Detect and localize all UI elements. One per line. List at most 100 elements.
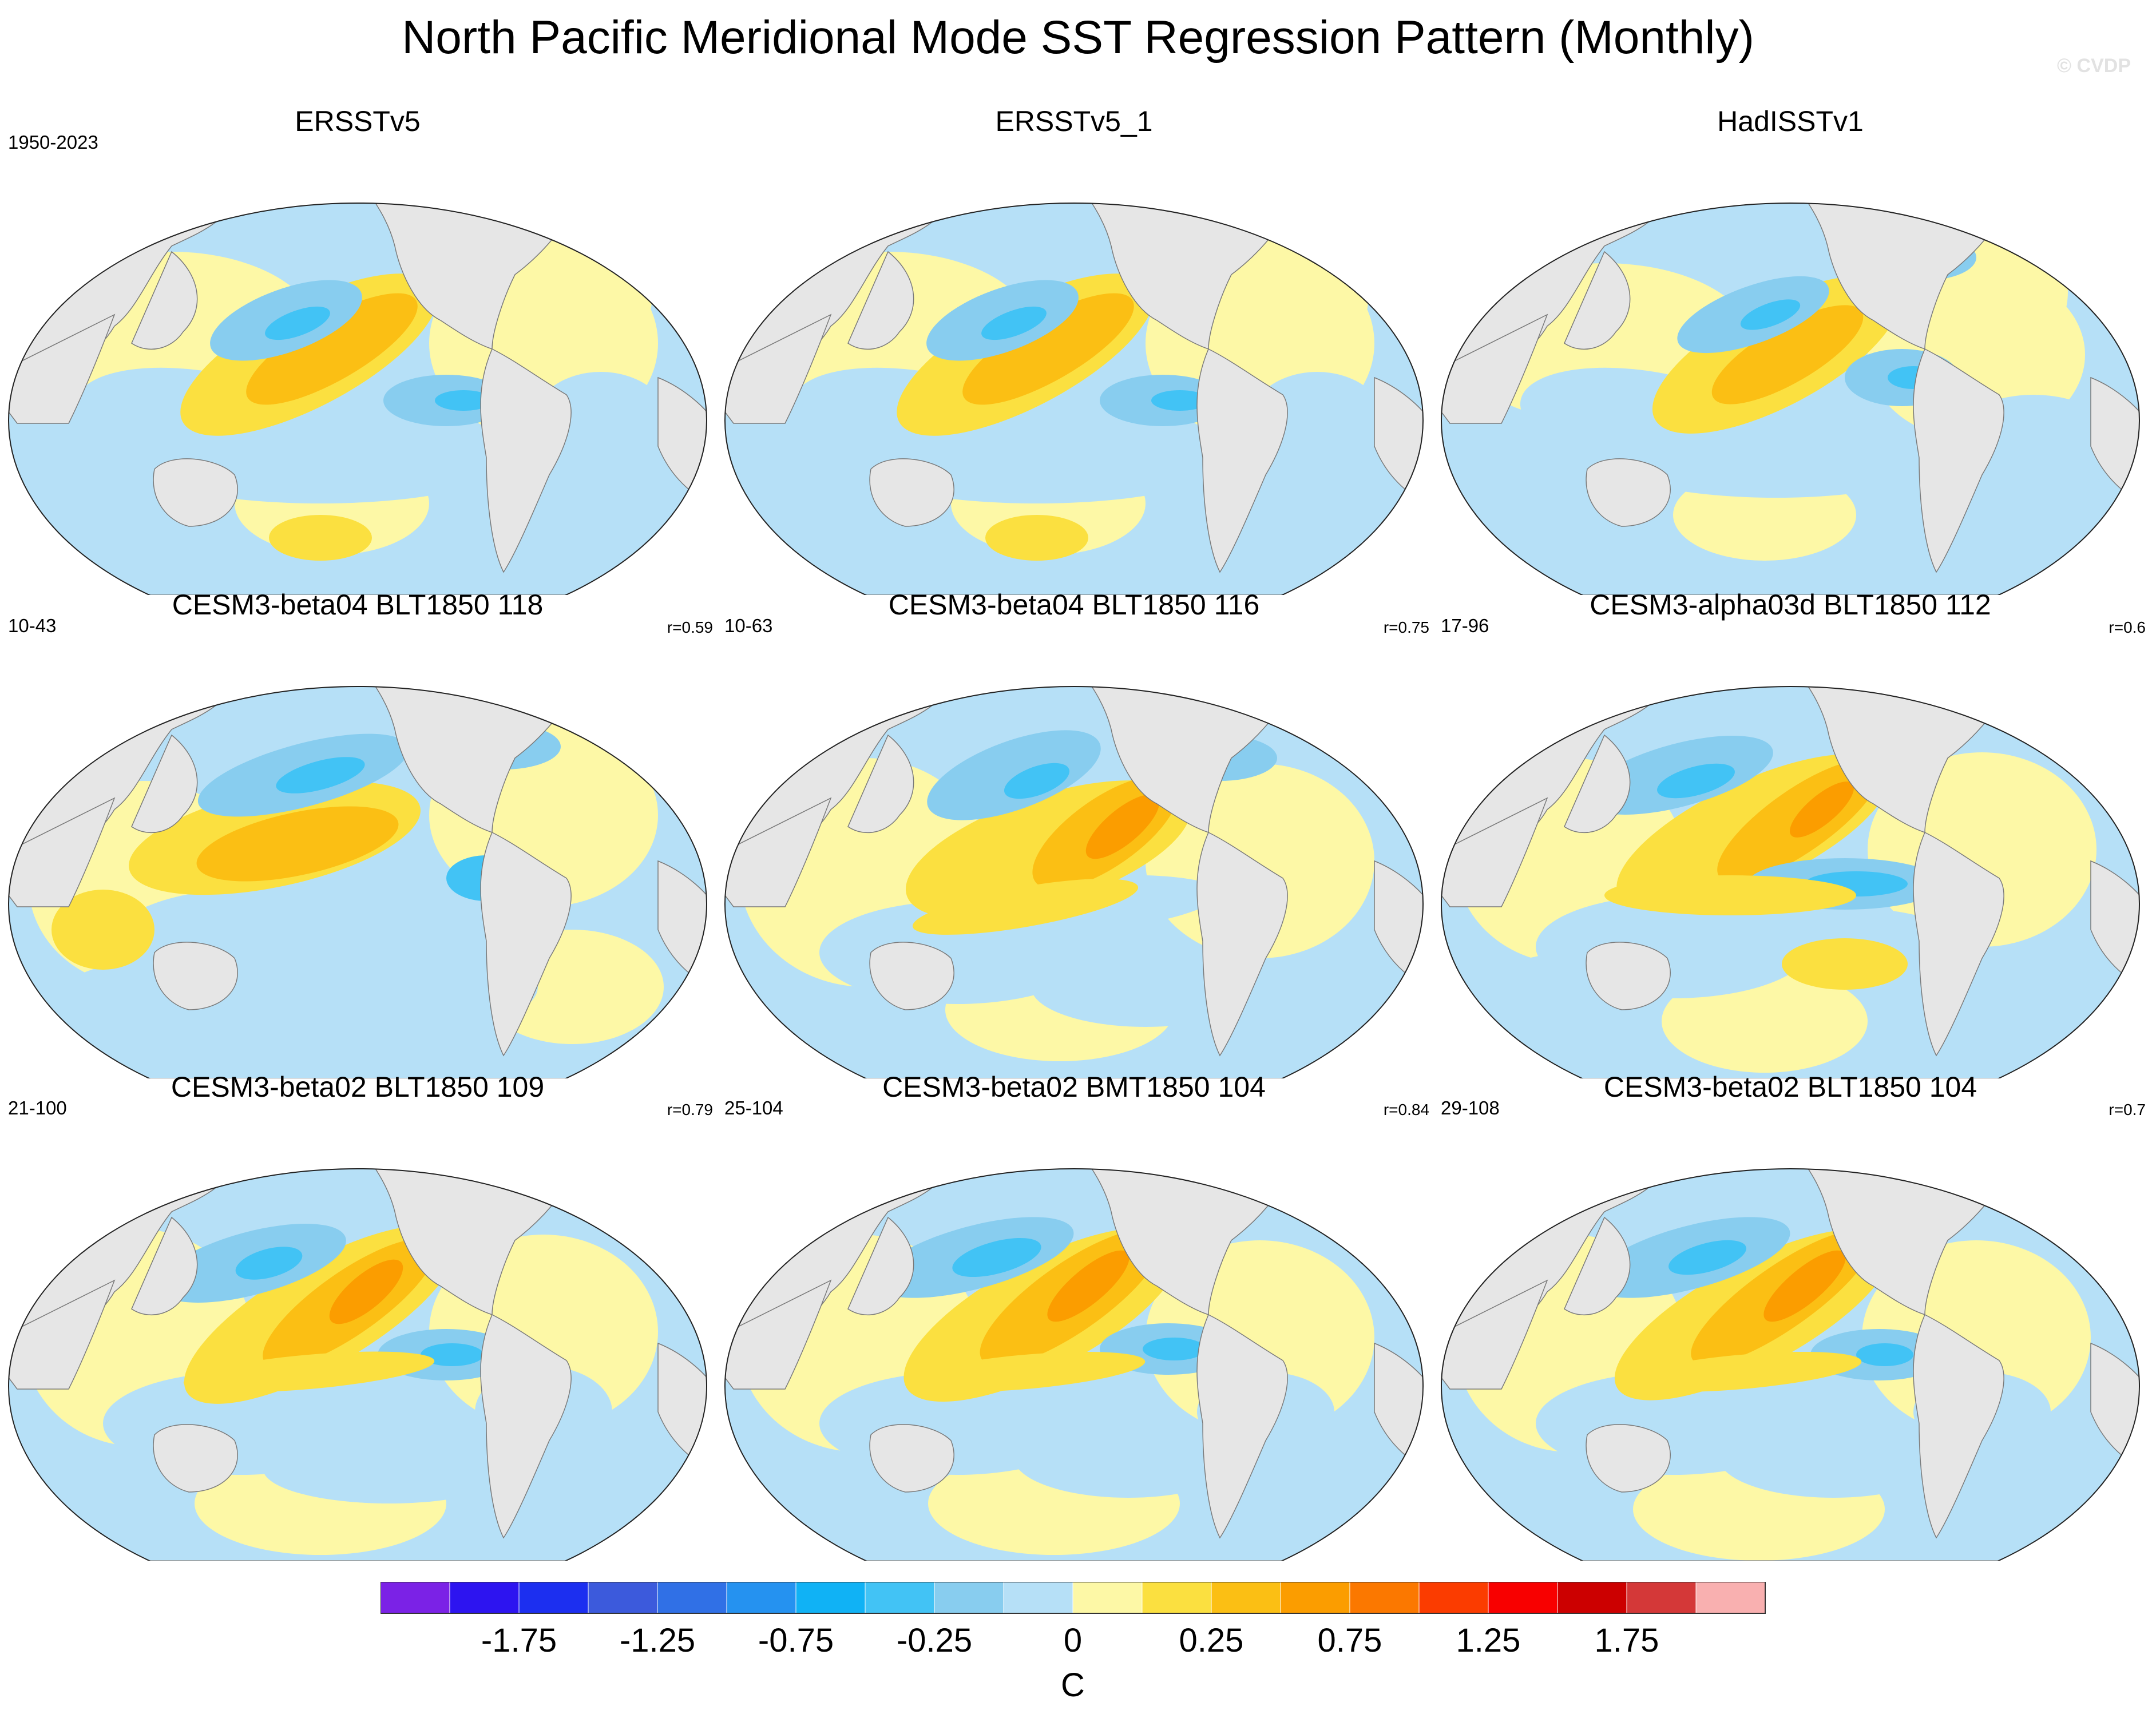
colorbar-swatch <box>1003 1582 1073 1614</box>
sst-regression-field <box>1441 203 2139 595</box>
sst-anomaly-contour <box>1031 947 1260 1027</box>
landmass <box>1441 1279 1548 1390</box>
colorbar-swatch <box>1626 1582 1697 1614</box>
sst-anomaly-contour <box>1143 1338 1206 1360</box>
map-outline <box>724 686 1424 1078</box>
sst-anomaly-contour <box>1004 763 1070 799</box>
colorbar-swatch <box>588 1582 658 1614</box>
landmass <box>1196 348 1288 573</box>
sst-regression-field <box>9 1169 707 1561</box>
sst-regression-field <box>9 687 707 1078</box>
sst-anomaly-contour <box>1657 763 1735 799</box>
colorbar-swatch <box>795 1582 866 1614</box>
pattern-correlation: r=0.7 <box>2109 1101 2146 1118</box>
map-plot <box>724 1168 1424 1561</box>
panel-title: HadISSTv1 <box>1717 105 1864 137</box>
sst-anomaly-contour <box>435 390 492 411</box>
map-plot <box>1441 1168 2140 1561</box>
sst-anomaly-contour <box>981 306 1047 340</box>
sst-regression-field <box>725 1169 1423 1561</box>
colorbar-swatch <box>934 1582 1004 1614</box>
sst-anomaly-contour <box>1151 390 1208 411</box>
sst-anomaly-contour <box>276 757 365 793</box>
colorbar-tick-label: -1.75 <box>481 1622 557 1659</box>
colorbar-tick-label: 0 <box>1064 1622 1082 1659</box>
sst-anomaly-contour <box>329 1259 403 1324</box>
page-title: North Pacific Meridional Mode SST Regres… <box>402 11 1754 64</box>
colorbar-tick-label: 1.25 <box>1456 1622 1521 1659</box>
sst-anomaly-contour <box>51 890 154 970</box>
sst-anomaly-contour <box>952 1237 1041 1277</box>
panel-title: ERSSTv5_1 <box>995 105 1153 137</box>
landmass <box>725 1279 832 1390</box>
sst-anomaly-contour <box>265 306 330 340</box>
pattern-correlation: r=0.6 <box>2109 618 2146 636</box>
pattern-correlation: r=0.79 <box>667 1101 713 1118</box>
landmass <box>847 251 914 350</box>
sst-regression-field <box>725 203 1423 595</box>
map-panel: CESM3-beta02 BLT1850 104 29-108 r=0.7 <box>1433 1069 2148 1561</box>
map-panel: ERSSTv5_1 <box>716 103 1432 595</box>
sst-anomaly-contour <box>1763 1250 1846 1322</box>
map-panel: HadISSTv1 <box>1433 103 2148 595</box>
landmass <box>153 942 238 1010</box>
colorbar-swatch <box>381 1582 450 1614</box>
sst-anomaly-contour <box>1719 1418 1948 1498</box>
landmass <box>1586 1424 1671 1493</box>
panel-title: CESM3-beta02 BLT1850 104 <box>1603 1071 1977 1103</box>
sst-anomaly-contour <box>1856 1343 1913 1366</box>
landmass <box>847 1216 914 1316</box>
landmass <box>1913 831 2004 1057</box>
sst-regression-field <box>725 687 1423 1078</box>
landmass <box>9 314 116 424</box>
colorbar-swatch <box>865 1582 935 1614</box>
colorbar-swatch <box>1072 1582 1143 1614</box>
map-outline <box>1441 686 2140 1078</box>
sst-anomaly-contour <box>196 806 399 882</box>
map-outline <box>8 686 707 1078</box>
colorbar-tick-label: 0.25 <box>1179 1622 1244 1659</box>
map-outline <box>724 203 1424 595</box>
landmass <box>1586 942 1671 1010</box>
map-panel: CESM3-beta02 BMT1850 104 25-104 r=0.84 <box>716 1069 1432 1561</box>
map-outline <box>1441 203 2140 595</box>
panel-title: CESM3-beta02 BMT1850 104 <box>882 1071 1266 1103</box>
pattern-correlation: r=0.84 <box>1383 1101 1429 1118</box>
sst-anomaly-contour <box>905 1351 1146 1392</box>
map-plot <box>8 686 707 1078</box>
landmass <box>1564 251 1631 350</box>
map-panel: CESM3-beta02 BLT1850 109 21-100 r=0.79 <box>0 1069 715 1561</box>
landmass <box>1441 314 1548 424</box>
sst-anomaly-contour <box>1604 875 1856 915</box>
sst-regression-field <box>9 203 707 595</box>
landmass <box>480 348 572 573</box>
panel-years: 1950-2023 <box>8 132 98 153</box>
map-plot <box>1441 686 2140 1078</box>
panel-title: CESM3-beta04 BLT1850 116 <box>888 589 1260 621</box>
landmass <box>9 797 116 907</box>
watermark: © CVDP <box>2057 55 2131 77</box>
sst-regression-field <box>1441 1169 2139 1561</box>
colorbar-units-label: C <box>1061 1667 1085 1704</box>
landmass <box>847 734 914 834</box>
sst-regression-field <box>1441 687 2139 1078</box>
sst-anomaly-contour <box>421 1343 483 1366</box>
landmass <box>131 734 198 834</box>
map-panel: CESM3-beta04 BLT1850 118 10-43 r=0.59 <box>0 586 715 1078</box>
sst-anomaly-contour <box>927 730 1101 820</box>
map-outline <box>1441 1168 2140 1561</box>
colorbar-swatch <box>1418 1582 1489 1614</box>
panel-years: 10-63 <box>724 615 773 636</box>
map-plot <box>724 203 1424 595</box>
colorbar-tick-label: -1.25 <box>620 1622 695 1659</box>
sst-anomaly-contour <box>1711 305 1864 404</box>
pattern-correlation: r=0.59 <box>667 618 713 636</box>
sst-anomaly-contour <box>962 293 1134 405</box>
colorbar-swatch <box>449 1582 520 1614</box>
colorbar-swatch <box>1695 1582 1766 1614</box>
colorbar-swatch <box>1211 1582 1281 1614</box>
sst-anomaly-contour <box>1622 1351 1862 1392</box>
sst-anomaly-contour <box>1616 429 1936 498</box>
sst-anomaly-contour <box>269 515 372 561</box>
landmass <box>480 831 572 1057</box>
